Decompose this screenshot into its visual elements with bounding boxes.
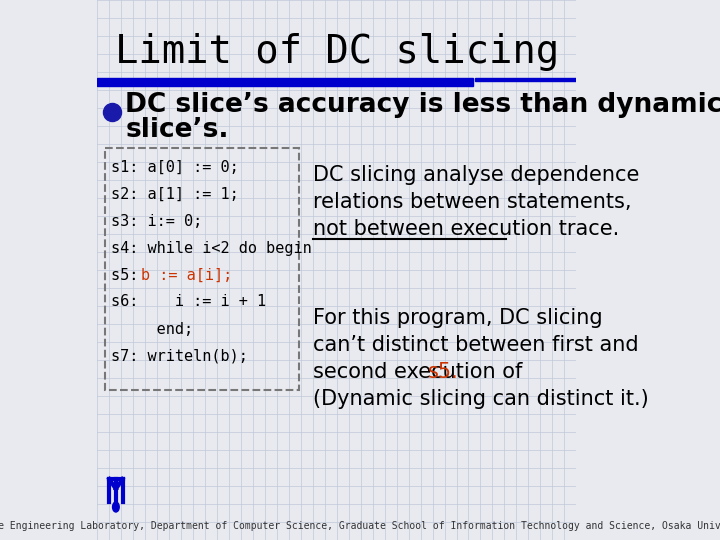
- Text: (Dynamic slicing can distinct it.): (Dynamic slicing can distinct it.): [313, 389, 649, 409]
- Text: slice’s.: slice’s.: [125, 117, 229, 143]
- Text: s1: a[0] := 0;: s1: a[0] := 0;: [111, 159, 238, 174]
- Text: end;: end;: [111, 321, 193, 336]
- Text: Software Engineering Laboratory, Department of Computer Science, Graduate School: Software Engineering Laboratory, Departm…: [0, 521, 720, 531]
- Text: For this program, DC slicing: For this program, DC slicing: [313, 308, 603, 328]
- Text: s5.: s5.: [428, 362, 459, 382]
- Text: s2: a[1] := 1;: s2: a[1] := 1;: [111, 186, 238, 201]
- Text: b := a[i];: b := a[i];: [141, 267, 233, 282]
- Text: can’t distinct between first and: can’t distinct between first and: [313, 335, 639, 355]
- Text: s7: writeln(b);: s7: writeln(b);: [111, 348, 248, 363]
- Bar: [475, 78, 576, 81]
- Text: DC slice’s accuracy is less than dynamic: DC slice’s accuracy is less than dynamic: [125, 92, 720, 118]
- Circle shape: [112, 502, 120, 512]
- Text: s6:    i := i + 1: s6: i := i + 1: [111, 294, 266, 309]
- Text: second execution of: second execution of: [313, 362, 529, 382]
- Text: Limit of DC slicing: Limit of DC slicing: [114, 33, 559, 71]
- Text: s5:: s5:: [111, 267, 174, 282]
- Text: s3: i:= 0;: s3: i:= 0;: [111, 213, 202, 228]
- Text: not between execution trace.: not between execution trace.: [313, 219, 620, 239]
- Bar: [97, 78, 473, 86]
- Text: DC slicing analyse dependence: DC slicing analyse dependence: [313, 165, 640, 185]
- Text: relations between statements,: relations between statements,: [313, 192, 632, 212]
- Text: s4: while i<2 do begin: s4: while i<2 do begin: [111, 240, 311, 255]
